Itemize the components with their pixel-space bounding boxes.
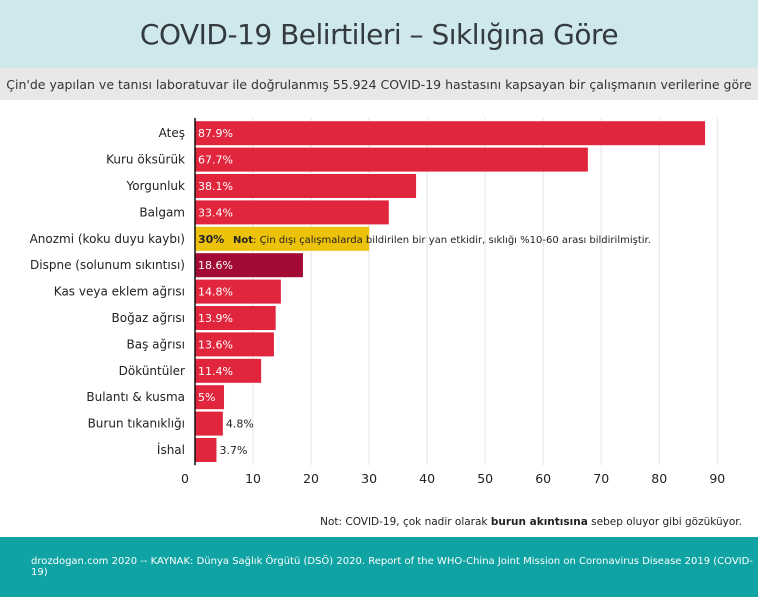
category-label-9: Döküntüler <box>119 364 185 378</box>
chart-title: COVID-19 Belirtileri – Sıklığına Göre <box>139 17 619 51</box>
category-label-0: Ateş <box>159 126 185 140</box>
value-label-12: 3.7% <box>219 444 247 457</box>
value-label-5: 18.6% <box>198 259 233 272</box>
value-label-9: 11.4% <box>198 365 233 378</box>
source-footer: drozdogan.com 2020 -- KAYNAK: Dünya Sağl… <box>0 537 758 597</box>
bar-6 <box>195 279 281 304</box>
value-label-10: 5% <box>198 391 215 404</box>
bar-12 <box>195 438 217 462</box>
x-tick-label-20: 20 <box>303 471 319 486</box>
value-label-6: 14.8% <box>198 286 233 299</box>
bar-chart: 0 10 20 30 40 50 60 70 80 90 Ateş 87.9% Kuru öksürük… <box>30 118 725 486</box>
value-label-11: 4.8% <box>226 418 254 431</box>
category-label-3: Balgam <box>139 205 185 219</box>
source-text: drozdogan.com 2020 -- KAYNAK: Dünya Sağl… <box>31 556 753 578</box>
bar-annotation: Not: Çin dışı çalışmalarda bildirilen bi… <box>233 234 651 246</box>
category-label-1: Kuru öksürük <box>106 153 185 167</box>
bar-2 <box>195 174 417 198</box>
category-label-6: Kas veya eklem ağrısı <box>54 285 185 299</box>
category-label-7: Boğaz ağrısı <box>112 311 185 325</box>
footnote-bold: burun akıntısına <box>490 516 588 528</box>
bar-annotation-bold: Not <box>233 235 253 246</box>
footnote: Not: COVID-19, çok nadir olarak burun ak… <box>320 516 742 528</box>
x-tick-label-60: 60 <box>535 471 551 486</box>
footnote-prefix: Not: COVID-19, çok nadir olarak <box>320 516 491 528</box>
x-tick-label-50: 50 <box>477 471 493 486</box>
bar-8 <box>195 332 274 357</box>
category-label-2: Yorgunluk <box>125 179 185 193</box>
x-tick-label-30: 30 <box>361 471 377 486</box>
chart-subtitle: Çin'de yapılan ve tanısı laboratuvar ile… <box>6 76 752 92</box>
x-tick-label-90: 90 <box>709 471 725 486</box>
x-tick-label-0: 0 <box>181 471 189 486</box>
value-label-0: 87.9% <box>198 127 233 140</box>
category-label-11: Burun tıkanıklığı <box>88 417 185 431</box>
bar-0 <box>195 121 706 146</box>
footnote-suffix: sebep oluyor gibi gözüküyor. <box>587 516 742 528</box>
x-tick-label-10: 10 <box>245 471 261 486</box>
category-label-10: Bulantı & kusma <box>86 390 185 404</box>
bar-4 <box>195 226 370 251</box>
bar-7 <box>195 306 276 330</box>
title-banner: COVID-19 Belirtileri – Sıklığına Göre <box>0 0 758 68</box>
x-tick-label-80: 80 <box>651 471 667 486</box>
category-label-5: Dispne (solunum sıkıntısı) <box>30 258 185 272</box>
x-tick-label-40: 40 <box>419 471 435 486</box>
value-label-4: 30% <box>198 233 224 246</box>
category-label-4: Anozmi (koku duyu kaybı) <box>30 232 185 246</box>
bar-5 <box>195 253 303 278</box>
bar-10 <box>195 385 225 410</box>
category-label-12: İshal <box>157 442 185 457</box>
value-label-3: 33.4% <box>198 206 233 219</box>
subtitle-banner: Çin'de yapılan ve tanısı laboratuvar ile… <box>0 68 758 100</box>
bar-1 <box>195 147 588 172</box>
value-label-7: 13.9% <box>198 312 233 325</box>
value-label-2: 38.1% <box>198 180 233 193</box>
bar-annotation-text: : Çin dışı çalışmalarda bildirilen bir y… <box>253 234 651 246</box>
x-tick-label-70: 70 <box>593 471 609 486</box>
category-label-8: Baş ağrısı <box>127 337 185 351</box>
value-label-1: 67.7% <box>198 154 233 167</box>
value-label-8: 13.6% <box>198 338 233 351</box>
bar-9 <box>195 358 262 383</box>
bar-3 <box>195 200 389 225</box>
bar-11 <box>195 411 223 436</box>
